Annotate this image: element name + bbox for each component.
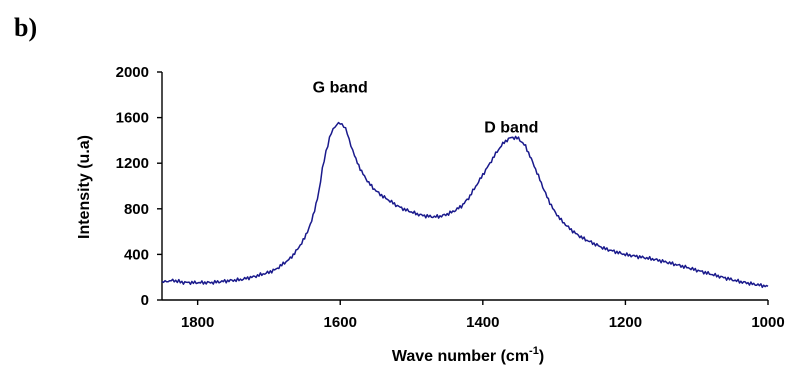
y-tick-label: 0 — [141, 292, 149, 309]
y-tick-label: 1200 — [116, 155, 149, 172]
x-axis-title-superscript: -1 — [529, 345, 539, 357]
x-tick-label: 1000 — [751, 314, 784, 331]
y-tick-label: 1600 — [116, 110, 149, 127]
panel-label: b) — [14, 13, 37, 42]
x-tick-label: 1800 — [181, 314, 214, 331]
x-tick-label: 1600 — [324, 314, 357, 331]
x-axis-title-main: Wave number (cm — [392, 348, 529, 365]
y-tick-label: 800 — [124, 201, 149, 218]
y-tick-label: 400 — [124, 246, 149, 263]
y-tick-label: 2000 — [116, 64, 149, 81]
band-annotation: D band — [484, 119, 538, 136]
x-axis-title: Wave number (cm-1) — [392, 345, 544, 365]
series-group — [161, 121, 769, 289]
x-axis-title-suffix: ) — [539, 348, 544, 365]
x-tick-label: 1400 — [466, 314, 499, 331]
band-annotation: G band — [313, 80, 368, 97]
x-ticks: 1800 1600 1400 1200 1000 — [181, 300, 785, 331]
spectrum-line — [161, 121, 769, 289]
y-axis-title: Intensity (u.a) — [76, 135, 93, 239]
y-ticks: 0 400 800 1200 1600 2000 — [116, 64, 162, 309]
x-tick-label: 1200 — [609, 314, 642, 331]
annotations-group: G band D band — [313, 80, 539, 137]
